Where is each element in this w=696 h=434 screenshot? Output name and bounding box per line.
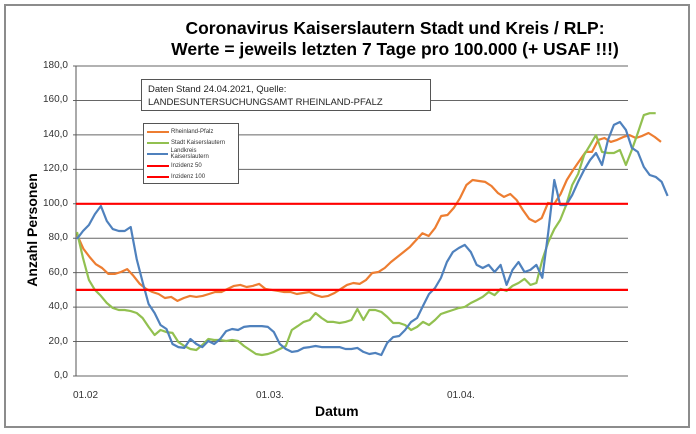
- x-tick-label: 01.02: [73, 390, 99, 401]
- chart-title-line1: Coronavirus Kaiserslautern Stadt und Kre…: [185, 18, 605, 38]
- y-tick-label: 180,0: [42, 60, 68, 71]
- series-lines: [75, 112, 669, 357]
- legend-item: Landkreis Kaiserslautern: [147, 148, 235, 161]
- gridlines: [73, 65, 628, 377]
- legend-swatch: [147, 176, 169, 179]
- y-tick-label: 120,0: [42, 163, 68, 175]
- legend-label: Stadt Kaiserslautern: [171, 140, 226, 147]
- legend-item: Inzidenz 100: [147, 172, 235, 183]
- y-tick-label: 40,0: [48, 301, 68, 313]
- legend-label: Inzidenz 50: [171, 162, 202, 169]
- y-tick-label: 60,0: [48, 266, 68, 278]
- legend-swatch: [147, 164, 169, 167]
- x-tick-label: 01.03.: [256, 390, 284, 401]
- source-annotation: Daten Stand 24.04.2021, Quelle: LANDESUN…: [141, 79, 431, 111]
- legend-swatch: [147, 130, 169, 133]
- series-line-landkreis-kaiserslautern: [76, 120, 669, 357]
- y-tick-label: 80,0: [48, 232, 68, 244]
- series-line-stadt-kaiserslautern: [75, 112, 656, 357]
- y-tick-label: 0,0: [54, 370, 68, 381]
- y-tick-label: 20,0: [48, 335, 68, 347]
- x-tick-label: 01.04.: [447, 390, 475, 401]
- chart-frame: [4, 4, 690, 428]
- y-tick-label: 160,0: [42, 94, 68, 106]
- legend-swatch: [147, 142, 169, 145]
- x-axis-label: Datum: [315, 403, 359, 419]
- chart-title-line2: Werte = jeweils letzten 7 Tage pro 100.0…: [171, 39, 619, 59]
- legend-item: Inzidenz 50: [147, 160, 235, 171]
- legend-item: Rheinland-Pfalz: [147, 126, 235, 137]
- legend-label: Landkreis Kaiserslautern: [170, 148, 209, 161]
- legend-label: Rheinland-Pfalz: [171, 128, 214, 135]
- legend: Rheinland-Pfalz Stadt Kaiserslautern Landk…: [143, 123, 239, 184]
- y-tick-label: 100,0: [42, 197, 68, 209]
- chart-title: Coronavirus Kaiserslautern Stadt und Kre…: [130, 18, 660, 60]
- legend-swatch: [147, 153, 169, 156]
- y-tick-label: 140,0: [42, 128, 68, 140]
- series-line-rheinland-pfalz: [75, 131, 662, 302]
- legend-label: Inzidenz 100: [171, 174, 206, 181]
- legend-item: Stadt Kaiserslautern: [147, 137, 235, 148]
